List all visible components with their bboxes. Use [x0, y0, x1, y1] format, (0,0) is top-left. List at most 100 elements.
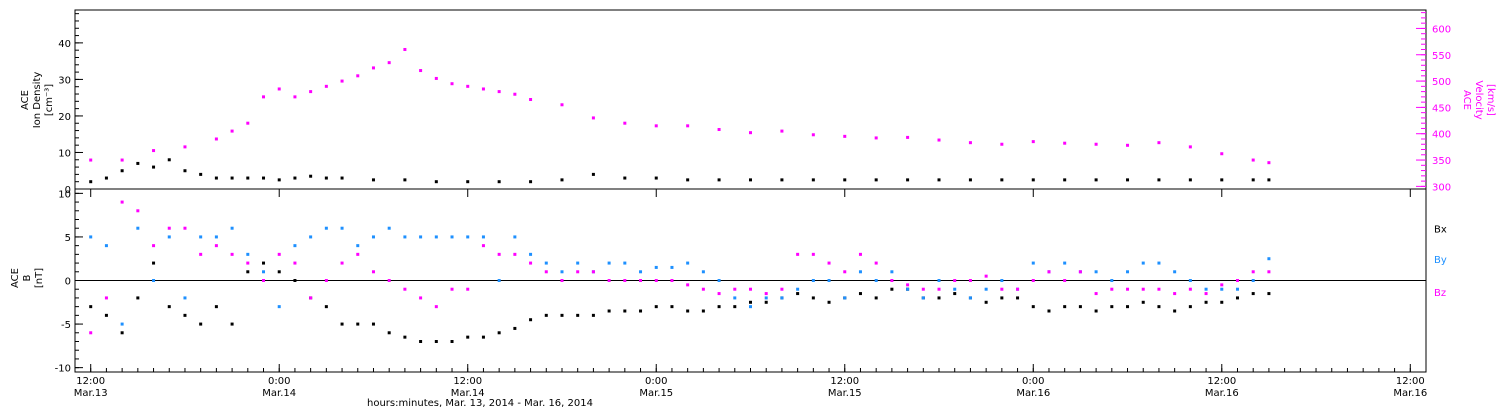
by-point: [120, 322, 124, 326]
b-tick-label: -5: [61, 320, 71, 331]
bx-point: [1188, 305, 1192, 309]
bx-point: [1204, 300, 1208, 304]
by-point: [136, 226, 140, 230]
b-label-line3: [nT]: [34, 268, 45, 288]
bz-point: [639, 279, 643, 282]
bx-point: [1000, 296, 1004, 300]
by-point: [560, 270, 564, 274]
velocity-point: [529, 98, 533, 101]
velocity-point: [340, 79, 344, 83]
velocity-point: [968, 141, 972, 145]
legend-by: By: [1434, 255, 1447, 266]
top-panel-frame: [74, 9, 1427, 190]
bx-point: [1078, 305, 1082, 309]
by-point: [371, 235, 375, 239]
b-label-line2: B: [22, 274, 33, 281]
bz-point: [1267, 270, 1271, 274]
b-axis: -10 -5 0 5 10: [55, 189, 83, 375]
density-point: [686, 178, 690, 182]
density-point: [230, 176, 234, 180]
bz-point: [1031, 279, 1035, 282]
bx-point: [1110, 305, 1114, 309]
density-label-line1: ACE: [20, 90, 31, 110]
bz-point: [277, 252, 281, 256]
bz-point: [921, 287, 925, 291]
bz-point: [1000, 287, 1004, 291]
x-tick-date: Mar.16: [1205, 388, 1239, 399]
density-point: [262, 176, 266, 180]
bz-point: [717, 292, 721, 296]
x-tick-date: Mar.14: [451, 388, 485, 399]
legend-bx: Bx: [1434, 225, 1447, 236]
velocity-point: [434, 76, 438, 80]
velocity-label-line3: [km/s]: [1485, 84, 1496, 116]
bz-point: [199, 252, 203, 256]
velocity-point: [623, 121, 627, 125]
bz-point: [591, 270, 595, 274]
velocity-point: [419, 69, 423, 73]
by-point: [890, 270, 894, 274]
x-tick-date: Mar.16: [1016, 388, 1050, 399]
bz-point: [544, 270, 548, 274]
density-point: [937, 178, 941, 182]
bz-point: [1047, 270, 1051, 274]
x-axis-label: hours:minutes, Mar. 13, 2014 - Mar. 16, …: [367, 398, 593, 409]
density-point: [749, 178, 752, 182]
density-point: [324, 176, 328, 180]
x-tick-time: 12:00: [1396, 376, 1425, 387]
bz-point: [230, 252, 234, 256]
velocity-point: [1188, 145, 1192, 149]
velocity-point: [591, 116, 595, 120]
by-point: [623, 261, 627, 265]
b-tick-label: 0: [65, 277, 71, 288]
bz-point: [764, 292, 768, 296]
by-point: [953, 287, 957, 291]
bz-point: [843, 270, 847, 274]
by-point: [733, 296, 737, 300]
bz-point: [796, 252, 800, 256]
density-point: [120, 169, 124, 173]
velocity-point: [497, 90, 501, 94]
velocity-point: [183, 145, 187, 149]
bx-point: [717, 305, 721, 309]
bz-point: [874, 261, 878, 265]
bx-point: [623, 309, 627, 313]
density-point: [1031, 178, 1035, 182]
density-point: [591, 172, 595, 176]
density-point: [780, 178, 784, 182]
velocity-point: [309, 90, 313, 94]
bz-point: [1157, 287, 1161, 291]
b-tick-label: 5: [65, 233, 71, 244]
bz-point: [1235, 279, 1239, 282]
bz-point: [1110, 287, 1114, 291]
bz-point: [89, 331, 93, 335]
by-point: [246, 252, 250, 256]
bx-point: [371, 322, 375, 326]
bz-point: [324, 279, 328, 282]
density-point: [1267, 178, 1271, 182]
velocity-point: [262, 95, 266, 99]
velocity-tick-label: 600: [1432, 24, 1451, 35]
velocity-point: [277, 87, 281, 91]
bz-point: [1094, 292, 1098, 296]
density-point: [434, 180, 438, 184]
bx-point: [984, 300, 988, 304]
bz-point: [1141, 287, 1145, 291]
bz-point: [906, 283, 910, 287]
bx-point: [450, 340, 454, 343]
bx-point: [701, 309, 705, 313]
by-point: [356, 244, 360, 248]
density-tick-label: 10: [58, 148, 71, 159]
bz-point: [419, 296, 423, 300]
bz-point: [466, 287, 470, 291]
velocity-tick-label: 500: [1432, 77, 1451, 88]
by-point: [670, 265, 674, 269]
by-point: [230, 226, 234, 230]
by-point: [1063, 261, 1067, 265]
velocity-point: [230, 129, 234, 133]
by-point: [1235, 287, 1239, 291]
by-point: [1141, 261, 1145, 265]
density-point: [1251, 178, 1255, 182]
x-tick-date: Mar.14: [262, 388, 296, 399]
density-point: [136, 161, 140, 165]
